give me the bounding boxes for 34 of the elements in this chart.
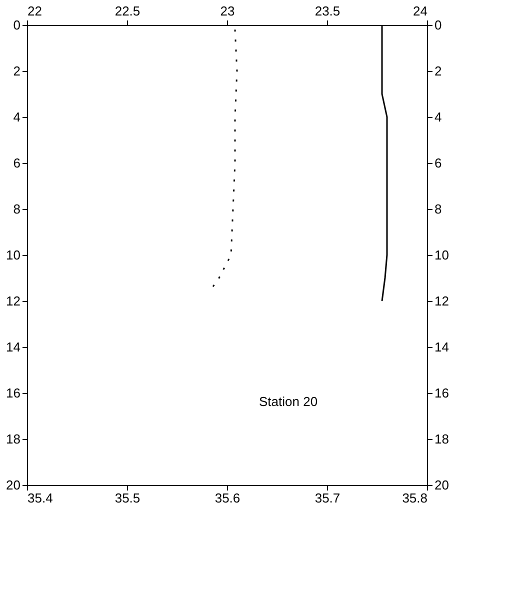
x2-tick-label: 23 bbox=[220, 4, 235, 18]
y-tick-label: 0 bbox=[13, 18, 20, 32]
y-tick-label: 10 bbox=[6, 248, 20, 262]
x2-tick-label: 22.5 bbox=[114, 4, 140, 18]
x-tick-label: 35.5 bbox=[114, 490, 140, 506]
y2-tick-label: 16 bbox=[434, 386, 449, 400]
x-tick-label: 35.7 bbox=[314, 490, 340, 506]
x2-tick-label: 24 bbox=[413, 4, 428, 18]
x-tick-label: 35.8 bbox=[402, 490, 428, 506]
x2-tick-label: 23.5 bbox=[314, 4, 340, 18]
y-tick-label: 16 bbox=[6, 386, 20, 400]
x-tick-label: 35.4 bbox=[28, 490, 53, 506]
y-tick-label: 18 bbox=[6, 432, 20, 446]
line-series bbox=[381, 24, 388, 302]
y-tick-label: 14 bbox=[6, 340, 20, 354]
y2-tick-label: 10 bbox=[434, 248, 449, 262]
y2-tick-label: 12 bbox=[434, 294, 449, 308]
y-tick-label: 8 bbox=[13, 202, 20, 216]
y2-tick-label: 18 bbox=[434, 432, 449, 446]
y-tick-label: 20 bbox=[6, 478, 20, 492]
y2-tick-label: 14 bbox=[434, 340, 449, 354]
annotation: Station 20 bbox=[259, 394, 318, 410]
y2-tick-label: 6 bbox=[434, 156, 442, 170]
y-tick-label: 4 bbox=[13, 110, 20, 124]
x-tick-label: 35.6 bbox=[214, 490, 240, 506]
y2-tick-label: 20 bbox=[434, 478, 449, 492]
y2-tick-label: 4 bbox=[434, 110, 442, 124]
y2-tick-label: 0 bbox=[434, 18, 442, 32]
x2-tick-label: 22 bbox=[28, 4, 42, 18]
y2-tick-label: 8 bbox=[434, 202, 442, 216]
y-tick-label: 12 bbox=[6, 294, 20, 308]
y2-tick-label: 2 bbox=[434, 64, 442, 78]
y-tick-label: 2 bbox=[13, 64, 20, 78]
y-tick-label: 6 bbox=[13, 156, 20, 170]
